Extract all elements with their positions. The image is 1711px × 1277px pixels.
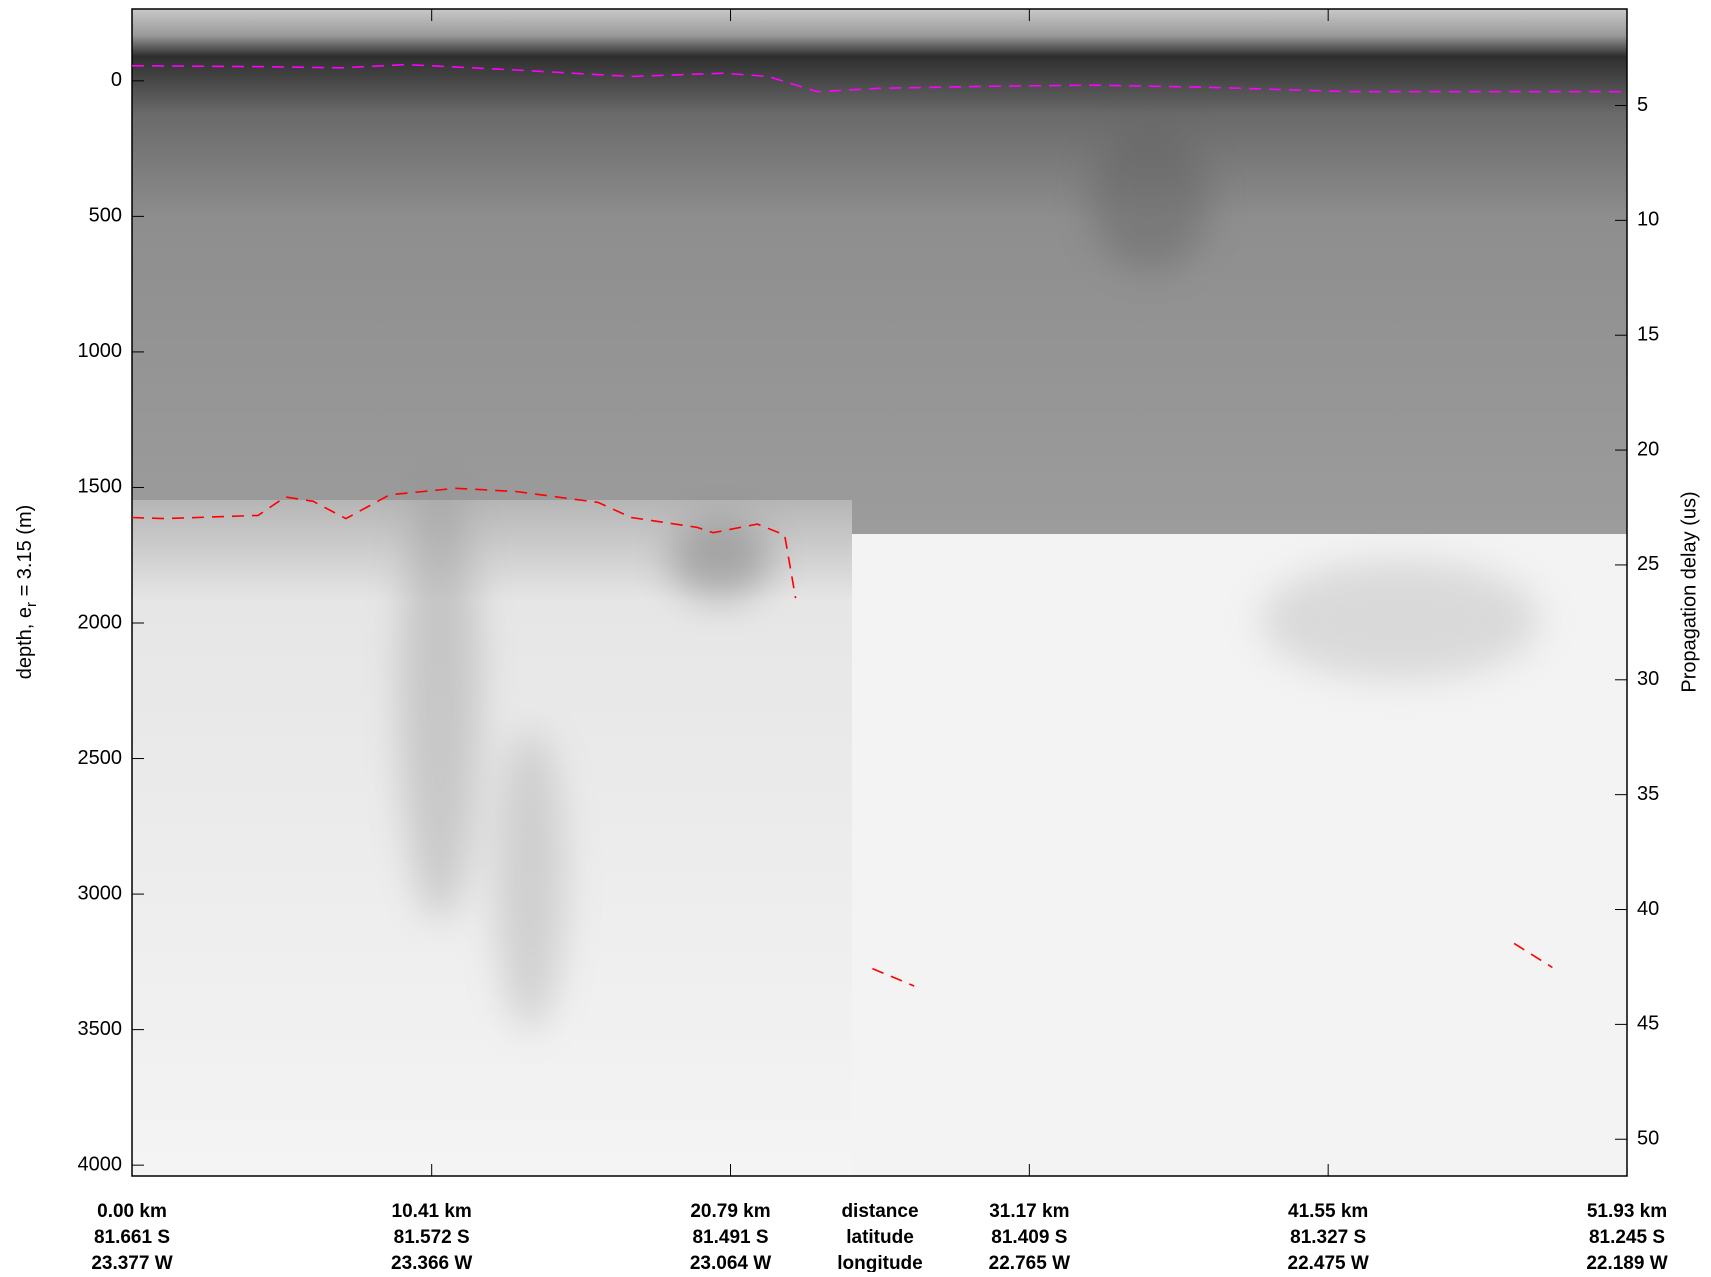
x-tick-label: 20.79 km <box>690 1201 770 1222</box>
y-tick-label: 0 <box>111 69 122 91</box>
y-tick-label: 2000 <box>78 611 123 633</box>
y-tick-label: 1500 <box>78 476 123 498</box>
echogram <box>132 9 1627 1176</box>
latitude-label: 81.245 S <box>1589 1227 1665 1248</box>
y2-tick-label: 45 <box>1637 1013 1659 1035</box>
y2-tick-label: 15 <box>1637 323 1659 345</box>
longitude-label: 22.765 W <box>989 1253 1070 1272</box>
row-title: latitude <box>846 1227 914 1248</box>
y-tick-label: 3000 <box>78 882 123 904</box>
y-tick-label: 4000 <box>78 1153 123 1175</box>
y2-tick-label: 50 <box>1637 1128 1659 1150</box>
y-tick-label: 3500 <box>78 1018 123 1040</box>
y-tick-label: 2500 <box>78 747 123 769</box>
row-title: distance <box>841 1201 918 1222</box>
longitude-label: 23.064 W <box>690 1253 771 1272</box>
y-axis-label: depth, er = 3.15 (m) <box>14 505 40 680</box>
y-label-sub: r <box>23 602 40 607</box>
y-label-text: depth, e <box>14 607 36 679</box>
y2-tick-label: 5 <box>1637 94 1648 116</box>
y2-tick-label: 10 <box>1637 209 1659 231</box>
y2-tick-label: 20 <box>1637 438 1659 460</box>
y-tick-label: 1000 <box>78 340 123 362</box>
plot-frame <box>131 8 1628 1177</box>
latitude-label: 81.409 S <box>991 1227 1067 1248</box>
x-tick-label: 10.41 km <box>392 1201 472 1222</box>
y2-tick-label: 30 <box>1637 668 1659 690</box>
y-label-text: = 3.15 (m) <box>14 505 36 602</box>
x-tick-label: 31.17 km <box>989 1201 1069 1222</box>
x-tick-label: 41.55 km <box>1288 1201 1368 1222</box>
longitude-label: 22.475 W <box>1288 1253 1369 1272</box>
row-title: longitude <box>837 1253 922 1272</box>
y2-tick-label: 35 <box>1637 783 1659 805</box>
longitude-label: 22.189 W <box>1586 1253 1667 1272</box>
x-tick-label: 0.00 km <box>97 1201 167 1222</box>
y2-tick-label: 25 <box>1637 553 1659 575</box>
latitude-label: 81.327 S <box>1290 1227 1366 1248</box>
latitude-label: 81.661 S <box>94 1227 170 1248</box>
pick-line <box>131 487 797 599</box>
y2-axis-label: Propagation delay (us) <box>1678 491 1700 692</box>
pick-line <box>872 967 915 987</box>
longitude-label: 23.366 W <box>391 1253 472 1272</box>
longitude-label: 23.377 W <box>91 1253 172 1272</box>
y2-tick-label: 40 <box>1637 898 1659 920</box>
pick-line <box>131 63 1627 93</box>
x-tick-label: 51.93 km <box>1587 1201 1667 1222</box>
pick-line <box>1513 942 1553 969</box>
latitude-label: 81.491 S <box>692 1227 768 1248</box>
latitude-label: 81.572 S <box>394 1227 470 1248</box>
y-tick-label: 500 <box>89 205 122 227</box>
